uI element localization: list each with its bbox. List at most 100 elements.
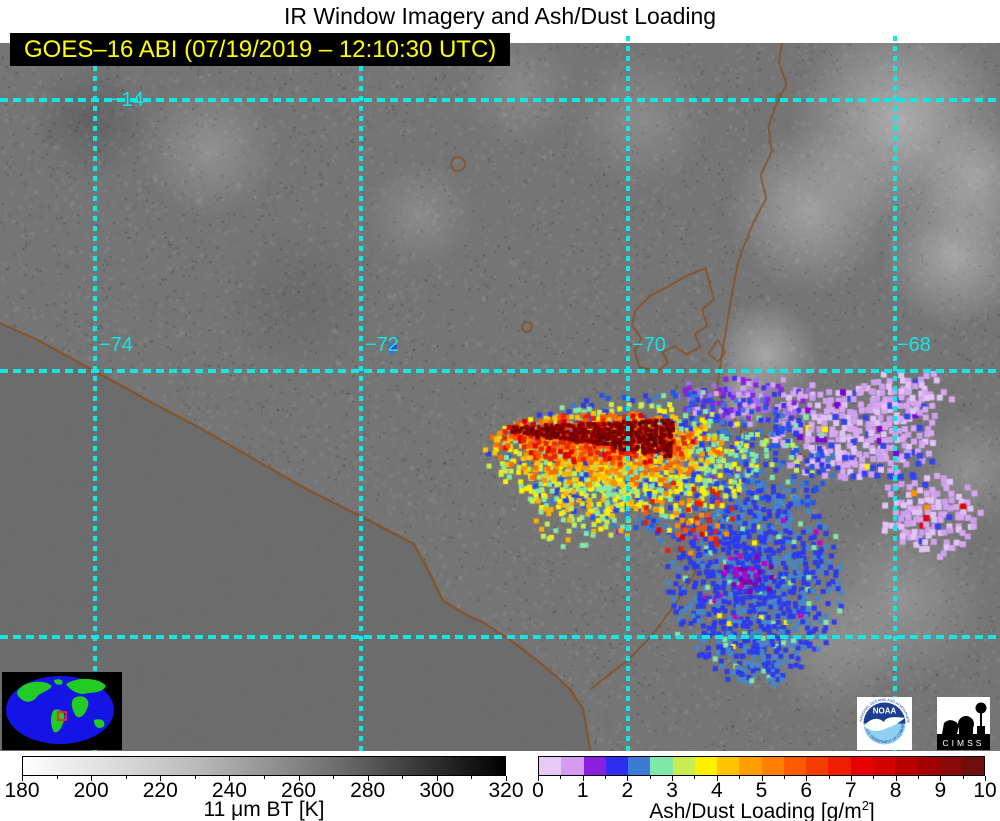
satellite-map [0, 43, 1000, 751]
colorbar-tick-label: 4 [710, 779, 723, 802]
ash-color-cell-6 [672, 757, 695, 775]
longitude-gridline-1 [359, 36, 363, 751]
colorbar-tick [264, 776, 265, 779]
ash-color-cell-16 [895, 757, 918, 775]
longitude-gridline-0 [93, 36, 97, 751]
colorbar-tick [917, 776, 919, 779]
colorbar-tick [194, 776, 196, 779]
colorbar-tick [298, 776, 300, 781]
longitude-gridline-2 [626, 36, 630, 751]
colorbar-tick-label: 3 [666, 779, 678, 802]
region-of-interest-box [57, 711, 67, 721]
ash-color-cell-3 [605, 757, 628, 775]
longitude-gridline-3 [893, 36, 897, 751]
colorbar-tick [56, 776, 58, 779]
colorbar-tick-label: 9 [934, 779, 947, 802]
colorbar-tick [605, 776, 607, 779]
colorbar-tick [962, 776, 964, 779]
colorbar-tick-label: 180 [4, 779, 40, 802]
latitude-gridline-2 [0, 635, 1000, 639]
colorbar-tick-label: 7 [845, 779, 857, 802]
colorbar-tick-label: 2 [621, 779, 634, 802]
colorbar-tick [649, 776, 651, 779]
colorbar-tick [940, 776, 942, 781]
ash-color-cell-19 [961, 757, 984, 775]
colorbar-tick-label: 5 [755, 779, 768, 802]
ir-brightness-temp-colorbar [22, 756, 506, 776]
colorbar-tick [873, 776, 875, 779]
colorbar-tick [627, 776, 629, 781]
colorbar-tick [761, 776, 763, 781]
colorbar-tick-label: 6 [800, 779, 813, 802]
ash-color-cell-10 [761, 757, 784, 775]
ash-color-cell-14 [850, 757, 873, 775]
colorbar-tick [739, 776, 741, 779]
noaa-wordmark: NOAA [873, 707, 897, 716]
colorbar-tick [402, 776, 404, 779]
timestamp-banner: GOES–16 ABI (07/19/2019 – 12:10:30 UTC) [10, 33, 511, 66]
colorbar-tick-label: 240 [211, 779, 247, 802]
longitude-label-3: −68 [897, 334, 931, 356]
colorbar-tick [471, 776, 473, 779]
ash-color-cell-1 [561, 757, 584, 775]
ash-color-cell-9 [739, 757, 762, 775]
colorbar-tick [694, 776, 696, 779]
page-title: IR Window Imagery and Ash/Dust Loading [283, 3, 717, 29]
cimss-instruments-silhouette [942, 702, 987, 734]
colorbar-tick [367, 776, 369, 781]
colorbar-tick-label: 320 [488, 779, 524, 802]
map-canvas [0, 43, 1000, 751]
longitude-label-0: −74 [99, 334, 133, 356]
latitude-label-0: −14 [110, 89, 144, 111]
colorbar-tick [672, 776, 674, 781]
colorbar-tick-label: 300 [419, 779, 455, 802]
ash-color-cell-4 [628, 757, 651, 775]
ash-color-cell-7 [694, 757, 717, 775]
colorbar-tick [333, 776, 335, 779]
latitude-gridline-1 [0, 369, 1000, 373]
colorbar-tick [985, 776, 986, 781]
timestamp-text: GOES–16 ABI (07/19/2019 – 12:10:30 UTC) [24, 35, 497, 63]
ash-color-cell-8 [717, 757, 740, 775]
ash-color-cell-15 [872, 757, 895, 775]
colorbar-tick [560, 776, 562, 779]
colorbar-tick [850, 776, 852, 781]
colorbar-tick [783, 776, 785, 779]
ash-color-cell-11 [783, 757, 806, 775]
colorbar-tick-label: 260 [281, 779, 317, 802]
colorbar-tick [91, 776, 93, 781]
colorbar-tick [716, 776, 718, 781]
colorbar-tick-label: 0 [532, 779, 544, 802]
cimss-logo: CIMSS [937, 697, 990, 750]
colorbar-tick [828, 776, 830, 779]
cimss-wordmark: CIMSS [943, 738, 985, 748]
colorbar-tick [229, 776, 231, 781]
ir-axis-label: 11 μm BT [K] [203, 798, 325, 821]
ash-axis-label: Ash/Dust Loading [g/m2] [649, 798, 875, 821]
colorbar-tick-label: 8 [889, 779, 902, 802]
longitude-label-1: −72 [365, 334, 399, 356]
ash-color-cell-0 [539, 757, 562, 775]
longitude-label-2: −70 [632, 334, 666, 356]
colorbar-tick [806, 776, 808, 781]
colorbar-footer: 180 200 220 240 260 280 300 320 0 1 2 3 4 5 6 7 8 9 10 11… [0, 751, 1000, 821]
ash-loading-colorbar [538, 756, 985, 776]
colorbar-tick [125, 776, 127, 779]
globe-locator-inset [2, 672, 122, 750]
ash-color-cell-18 [939, 757, 962, 775]
noaa-logo: NOAA NATIONAL OCEANIC AND ATMOSPHERIC AD… [857, 697, 912, 750]
colorbar-tick [506, 776, 507, 781]
colorbar-tick [160, 776, 162, 781]
ash-color-cell-2 [583, 757, 606, 775]
colorbar-tick [538, 776, 539, 781]
ash-color-cell-13 [828, 757, 851, 775]
ash-color-cell-12 [806, 757, 829, 775]
colorbar-tick [22, 776, 23, 781]
ash-color-cell-5 [650, 757, 673, 775]
colorbar-tick [895, 776, 897, 781]
colorbar-tick-label: 1 [576, 779, 589, 802]
colorbar-tick [436, 776, 438, 781]
colorbar-tick-label: 280 [350, 779, 386, 802]
colorbar-tick-label: 200 [73, 779, 109, 802]
